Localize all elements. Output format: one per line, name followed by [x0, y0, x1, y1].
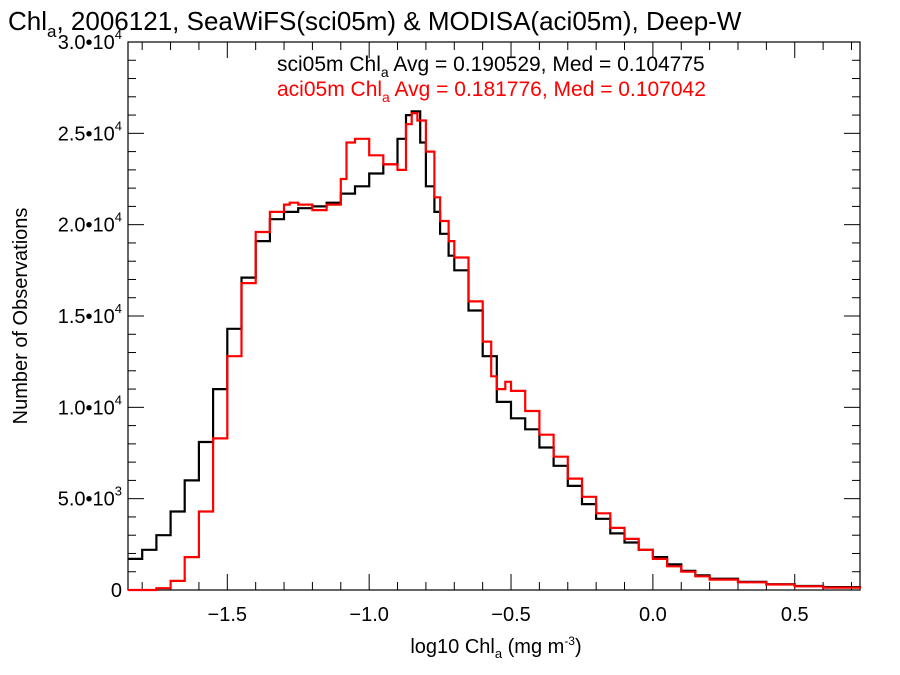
- x-tick-label: −1.5: [208, 604, 247, 626]
- x-tick-label: −0.5: [491, 604, 530, 626]
- y-tick-label: 1.0•104: [58, 392, 122, 419]
- y-tick-label: 3.0•104: [58, 27, 122, 54]
- y-tick-labels: 0 5.0•103 1.0•104 1.5•104 2.0•104 2.5•104 3.0•…: [58, 27, 122, 602]
- series-group: [128, 110, 862, 592]
- legend-sci05m-sub: a: [381, 64, 389, 80]
- x-tick-labels: −1.5 −1.0 −0.5 0.0 0.5: [208, 604, 809, 626]
- axis-ticks: [128, 41, 860, 591]
- y-tick-label: 2.5•104: [58, 118, 122, 145]
- legend-aci05m-sub: a: [382, 89, 390, 105]
- x-tick-label: 0.0: [639, 604, 667, 626]
- legend-aci05m-pre: aci05m Chl: [277, 78, 382, 101]
- y-tick-label: 2.0•104: [58, 210, 122, 237]
- xlabel-sub: a: [495, 646, 503, 661]
- series-line-sci05m: [128, 110, 862, 589]
- legend-sci05m-pre: sci05m Chl: [277, 53, 381, 76]
- xlabel-suffix: ): [575, 636, 582, 658]
- legend-sci05m-post: Avg = 0.190529, Med = 0.104775: [389, 53, 705, 76]
- plot-frame: [127, 41, 861, 591]
- legend-aci05m-post: Avg = 0.181776, Med = 0.107042: [390, 78, 706, 101]
- xlabel-sup: -3: [564, 634, 575, 648]
- y-axis-label: Number of Observations: [10, 208, 32, 425]
- x-axis-label: log10 Chla (mg m-3): [410, 634, 581, 661]
- series-line-aci05m: [128, 112, 862, 592]
- y-tick-label: 1.5•104: [58, 301, 122, 328]
- title-prefix: Chl: [8, 6, 47, 36]
- legend-aci05m: aci05m Chla Avg = 0.181776, Med = 0.1070…: [277, 78, 706, 105]
- xlabel-mid: (mg m: [502, 636, 564, 658]
- title-rest: , 2006121, SeaWiFS(sci05m) & MODISA(aci0…: [56, 6, 741, 36]
- legend-sci05m: sci05m Chla Avg = 0.190529, Med = 0.1047…: [277, 53, 705, 80]
- y-tick-label: 5.0•103: [58, 484, 122, 511]
- y-tick-label: 0: [111, 580, 122, 602]
- chart-title: Chla, 2006121, SeaWiFS(sci05m) & MODISA(…: [8, 6, 742, 41]
- xlabel-prefix: log10 Chl: [410, 636, 495, 658]
- x-tick-label: −1.0: [349, 604, 388, 626]
- title-subscript: a: [47, 22, 57, 41]
- x-tick-label: 0.5: [781, 604, 809, 626]
